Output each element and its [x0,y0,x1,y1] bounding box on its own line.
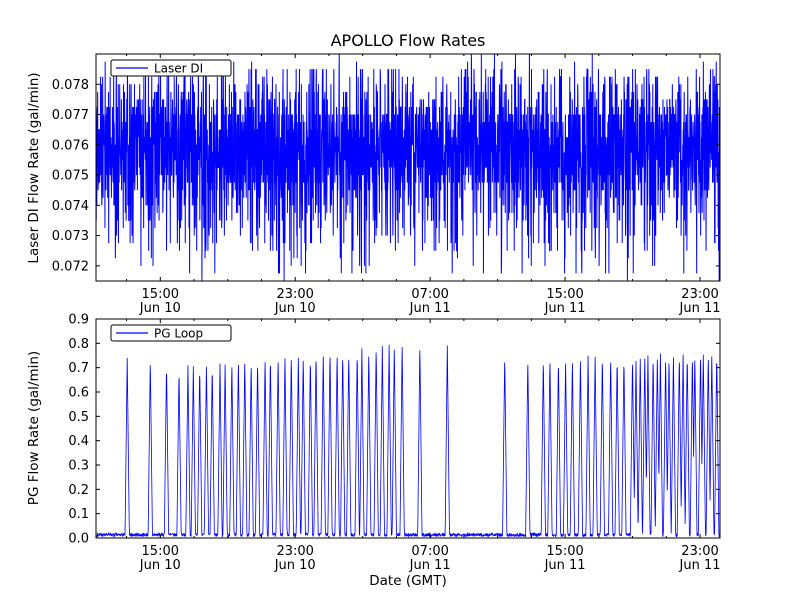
x-tick-time-label: 23:00 [276,544,313,559]
top-y-axis-label: Laser DI Flow Rate (gal/min) [26,72,42,263]
x-tick-date-label: Jun 10 [274,301,316,316]
y-tick-label: 0.074 [52,199,89,214]
legend-label: Laser DI [154,62,203,76]
x-tick-date-label: Jun 11 [409,558,451,573]
x-tick-date-label: Jun 11 [544,558,586,573]
x-tick-time-label: 15:00 [142,287,179,302]
top-legend: Laser DI [110,59,232,77]
x-tick-time-label: 23:00 [276,287,313,302]
y-tick-label: 0.078 [52,78,89,93]
y-tick-label: 0.076 [52,138,89,153]
legend-box [110,59,232,77]
x-tick-time-label: 23:00 [681,544,718,559]
x-tick-date-label: Jun 10 [139,301,181,316]
x-axis-label: Date (GMT) [369,573,446,589]
y-tick-label: 0.1 [68,507,89,522]
laser-di-plot-area [96,54,720,281]
y-tick-label: 0.4 [68,434,89,449]
bottom-axes-frame [95,318,721,539]
x-tick-time-label: 15:00 [546,287,583,302]
bottom-y-axis-label: PG Flow Rate (gal/min) [26,351,42,505]
y-tick-label: 0.7 [68,361,89,376]
x-tick-date-label: Jun 10 [139,558,181,573]
x-tick-time-label: 07:00 [411,287,448,302]
legend-label: PG Loop [154,327,203,341]
y-tick-label: 0.073 [52,229,89,244]
y-tick-label: 0.3 [68,459,89,474]
y-tick-label: 0.2 [68,483,89,498]
top-axes-ticks: 0.072 0.073 0.074 0.075 0.076 0.077 0.078 15:00… [52,54,721,316]
top-axes-frame [95,53,721,282]
x-tick-time-label: 15:00 [142,544,179,559]
x-tick-time-label: 15:00 [546,544,583,559]
y-tick-label: 0.077 [52,108,89,123]
y-tick-label: 0.072 [52,259,89,274]
x-tick-date-label: Jun 10 [274,558,316,573]
x-tick-date-label: Jun 11 [679,558,721,573]
y-tick-label: 0.8 [68,337,89,352]
y-tick-label: 0.075 [52,169,89,184]
x-tick-time-label: 23:00 [681,287,718,302]
x-tick-time-label: 07:00 [411,544,448,559]
x-tick-date-label: Jun 11 [409,301,451,316]
pg-loop-plot-area [96,344,720,538]
y-tick-label: 0.5 [68,410,89,425]
legend-box [110,324,232,342]
chart-title: APOLLO Flow Rates [331,31,486,50]
pg-loop-series [96,344,720,538]
laser-di-series [96,54,720,281]
x-tick-date-label: Jun 11 [679,301,721,316]
x-tick-date-label: Jun 11 [544,301,586,316]
y-tick-label: 0.6 [68,386,89,401]
y-tick-label: 0.9 [68,313,89,328]
y-tick-label: 0.0 [68,532,89,547]
bottom-legend: PG Loop [110,324,232,342]
